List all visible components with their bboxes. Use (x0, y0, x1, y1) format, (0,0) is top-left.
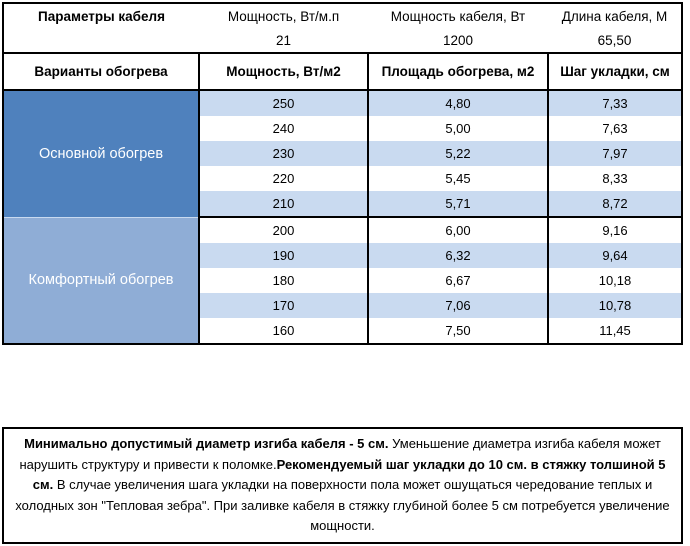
table-cell: 5,22 (367, 141, 548, 166)
table-row: 180 6,67 10,18 (4, 268, 681, 293)
table-cell: 7,06 (367, 293, 548, 318)
table-cell: 210 (199, 191, 368, 217)
note-box: Минимально допустимый диаметр изгиба каб… (2, 427, 683, 544)
table-cell: 4,80 (367, 90, 548, 116)
table-row: Основной обогрев 250 4,80 7,33 (4, 90, 681, 217)
note-segment-recommended-spacing: Рекомендуемый шаг укладки до 10 см. в ст… (32, 456, 666, 493)
table-cell: 7,50 (367, 318, 548, 343)
param-value-empty (4, 28, 199, 52)
table-cell: 230 (199, 141, 368, 166)
section-label: Основной обогрев (4, 90, 200, 217)
table-row: 190 6,32 9,64 (4, 243, 681, 268)
table-cell: 10,18 (547, 268, 681, 293)
header-area: Площадь обогрева, м2 (367, 54, 548, 91)
table-header-row: Варианты обогрева Мощность, Вт/м2 Площад… (4, 54, 681, 91)
table-cell: 9,16 (547, 216, 681, 243)
param-label-power-per-m: Мощность, Вт/м.п (227, 8, 340, 24)
table-cell: 5,71 (367, 191, 548, 217)
table-cell: 6,32 (367, 243, 548, 268)
table-row: 230 5,22 7,97 (4, 141, 681, 166)
table-cell: 11,45 (547, 318, 681, 343)
section-label: Комфортный обогрев (4, 216, 200, 343)
note-segment-zebra: В случае увеличения шага укладки на пове… (15, 477, 670, 533)
table-cell: 5,45 (367, 166, 548, 191)
header-heating-variants: Варианты обогрева (4, 54, 199, 91)
table-cell: 7,33 (547, 90, 681, 116)
table-cell: 160 (272, 323, 295, 338)
param-label-cable-length: Длина кабеля, М (561, 8, 668, 24)
header-power: Мощность, Вт/м2 (198, 54, 368, 91)
cable-table: Параметры кабеля Мощность, Вт/м.п Мощнос… (2, 2, 683, 345)
table-cell: 250 (199, 90, 368, 116)
param-value-cable-length: 65,50 (597, 32, 632, 48)
table-cell: 8,72 (547, 191, 681, 217)
table-cell: 170 (199, 293, 368, 318)
param-value-power-per-m: 21 (275, 32, 292, 48)
table-cell: 220 (272, 171, 295, 186)
table-cell: 8,33 (547, 166, 681, 191)
table-row: 170 7,06 10,78 (4, 293, 681, 318)
param-value-cable-power: 1200 (442, 32, 474, 48)
table-cell: 200 (199, 216, 368, 243)
header-spacing: Шаг укладки, см (547, 54, 681, 91)
heating-options-table: Варианты обогрева Мощность, Вт/м2 Площад… (4, 54, 681, 343)
table-row: 210 5,71 8,72 (4, 191, 681, 217)
table-cell: 180 (272, 273, 295, 288)
table-cell: 7,97 (547, 141, 681, 166)
note-segment-bend-diameter: Минимально допустимый диаметр изгиба каб… (24, 436, 389, 451)
table-row: Комфортный обогрев 200 6,00 9,16 (4, 216, 681, 343)
table-row: 160 7,50 11,45 (4, 318, 681, 343)
table-row: 240 5,00 7,63 (4, 116, 681, 141)
table-cell: 6,00 (367, 216, 548, 243)
table-row: 220 5,45 8,33 (4, 166, 681, 191)
table-cell: 7,63 (547, 116, 681, 141)
note-segment-structure: Уменьшение диаметра изгиба кабеля может … (19, 436, 661, 472)
table-cell: 5,00 (367, 116, 548, 141)
table-cell: 240 (272, 121, 295, 136)
table-cell: 9,64 (547, 243, 681, 268)
table-cell: 190 (199, 243, 368, 268)
table-cell: 10,78 (547, 293, 681, 318)
params-title: Параметры кабеля (38, 8, 165, 24)
heating-table-body: Основной обогрев 250 4,80 7,33 240 5,00 7,63 23… (4, 90, 681, 343)
cable-params-block: Параметры кабеля Мощность, Вт/м.п Мощнос… (4, 4, 681, 54)
table-cell: 6,67 (367, 268, 548, 293)
param-label-cable-power: Мощность кабеля, Вт (390, 8, 526, 24)
